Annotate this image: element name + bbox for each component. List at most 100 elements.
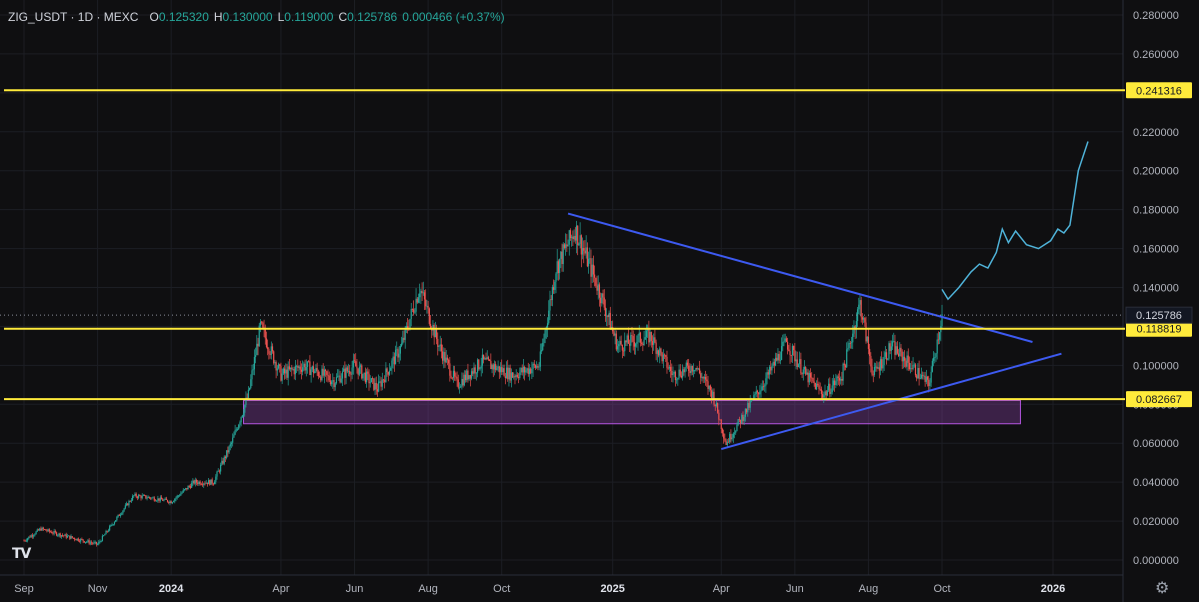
candle-body: [701, 377, 703, 378]
candle-body: [261, 321, 263, 323]
candle-body: [866, 336, 868, 342]
candle-body: [889, 343, 891, 351]
candle-body: [530, 368, 532, 374]
candle-body: [78, 540, 81, 542]
candle-body: [35, 531, 37, 535]
candle-body: [347, 370, 350, 372]
candle-body: [755, 390, 757, 394]
candle-body: [71, 536, 73, 538]
candle-body: [365, 371, 368, 383]
candle-body: [917, 367, 919, 379]
support-zone: [243, 399, 1021, 425]
candle-body: [549, 299, 551, 311]
price-tick-label: 0.280000: [1133, 10, 1179, 22]
candle-body: [663, 354, 666, 356]
candle-body: [485, 358, 487, 360]
candle-body: [794, 350, 796, 362]
candle-body: [262, 322, 264, 328]
candle-body: [848, 343, 850, 348]
candle-body: [29, 536, 31, 538]
candle-body: [666, 356, 668, 368]
candle-body: [847, 347, 849, 350]
candle-body: [450, 375, 452, 378]
candle-body: [739, 419, 742, 424]
candle-body: [421, 290, 423, 294]
candle-body: [265, 338, 268, 347]
time-tick-label: Apr: [272, 583, 289, 595]
candle-body: [855, 321, 857, 330]
candle-body: [647, 329, 649, 331]
candle-body: [911, 368, 913, 370]
candle-body: [783, 341, 785, 343]
candle-body: [510, 372, 512, 381]
candle-body: [382, 379, 385, 381]
candle-body: [310, 369, 312, 375]
candle-body: [59, 533, 61, 537]
candle-body: [906, 355, 908, 367]
candle-body: [217, 470, 219, 472]
candle-body: [770, 367, 772, 371]
candle-body: [86, 541, 88, 543]
candle-body: [328, 375, 330, 381]
candle-body: [836, 376, 838, 382]
candle-body: [885, 352, 888, 360]
candle-body: [789, 351, 791, 355]
candle-body: [189, 486, 192, 488]
candle-body: [811, 377, 813, 379]
candle-body: [42, 527, 44, 530]
candle-body: [258, 325, 260, 347]
candle-body: [507, 367, 509, 380]
candle-body: [563, 244, 566, 248]
candle-body: [916, 375, 918, 379]
open-value: 0.125320: [158, 10, 209, 24]
tradingview-logo[interactable]: TV: [12, 546, 31, 562]
candle-body: [720, 419, 722, 429]
candle-body: [124, 505, 126, 509]
candle-body: [496, 368, 498, 371]
candle-body: [148, 496, 151, 498]
candle-body: [919, 378, 921, 380]
candle-body: [860, 300, 862, 318]
candle-body: [487, 357, 490, 360]
candle-body: [220, 464, 222, 472]
chart-header: ZIG_USDT · 1D · MEXC O0.125320 H0.130000…: [8, 10, 505, 24]
candle-body: [528, 368, 531, 374]
candle-body: [660, 348, 662, 353]
candle-body: [25, 540, 28, 542]
candle-body: [138, 495, 140, 498]
candle-body: [715, 403, 718, 406]
candle-body: [718, 412, 720, 420]
candle-body: [635, 343, 637, 347]
candle-body: [622, 350, 625, 352]
open-key: O: [149, 10, 159, 24]
candle-body: [813, 381, 815, 383]
candle-body: [717, 403, 719, 413]
candle-body: [289, 367, 292, 370]
candle-body: [54, 531, 56, 533]
candle-body: [800, 359, 802, 374]
candle-body: [697, 368, 699, 370]
candle-body: [779, 359, 781, 361]
grid: [0, 0, 1123, 575]
symbol-label[interactable]: ZIG_USDT · 1D · MEXC: [8, 10, 139, 24]
candle-body: [803, 367, 806, 370]
candle-body: [690, 366, 692, 373]
candle-body: [426, 305, 428, 307]
candle-body: [499, 367, 502, 373]
candle-body: [759, 391, 761, 395]
candle-body: [391, 360, 393, 368]
candle-body: [812, 377, 814, 382]
gear-icon[interactable]: ⚙: [1155, 580, 1170, 597]
candle-body: [879, 359, 882, 371]
candle-body: [743, 416, 745, 421]
candle-body: [679, 369, 681, 376]
candle-body: [427, 305, 429, 309]
candle-body: [199, 481, 201, 485]
candle-body: [513, 376, 515, 378]
candle-body: [924, 375, 926, 382]
candle-body: [141, 495, 143, 499]
candle-body: [767, 372, 769, 375]
candle-body: [651, 341, 654, 345]
candle-body: [508, 367, 510, 380]
